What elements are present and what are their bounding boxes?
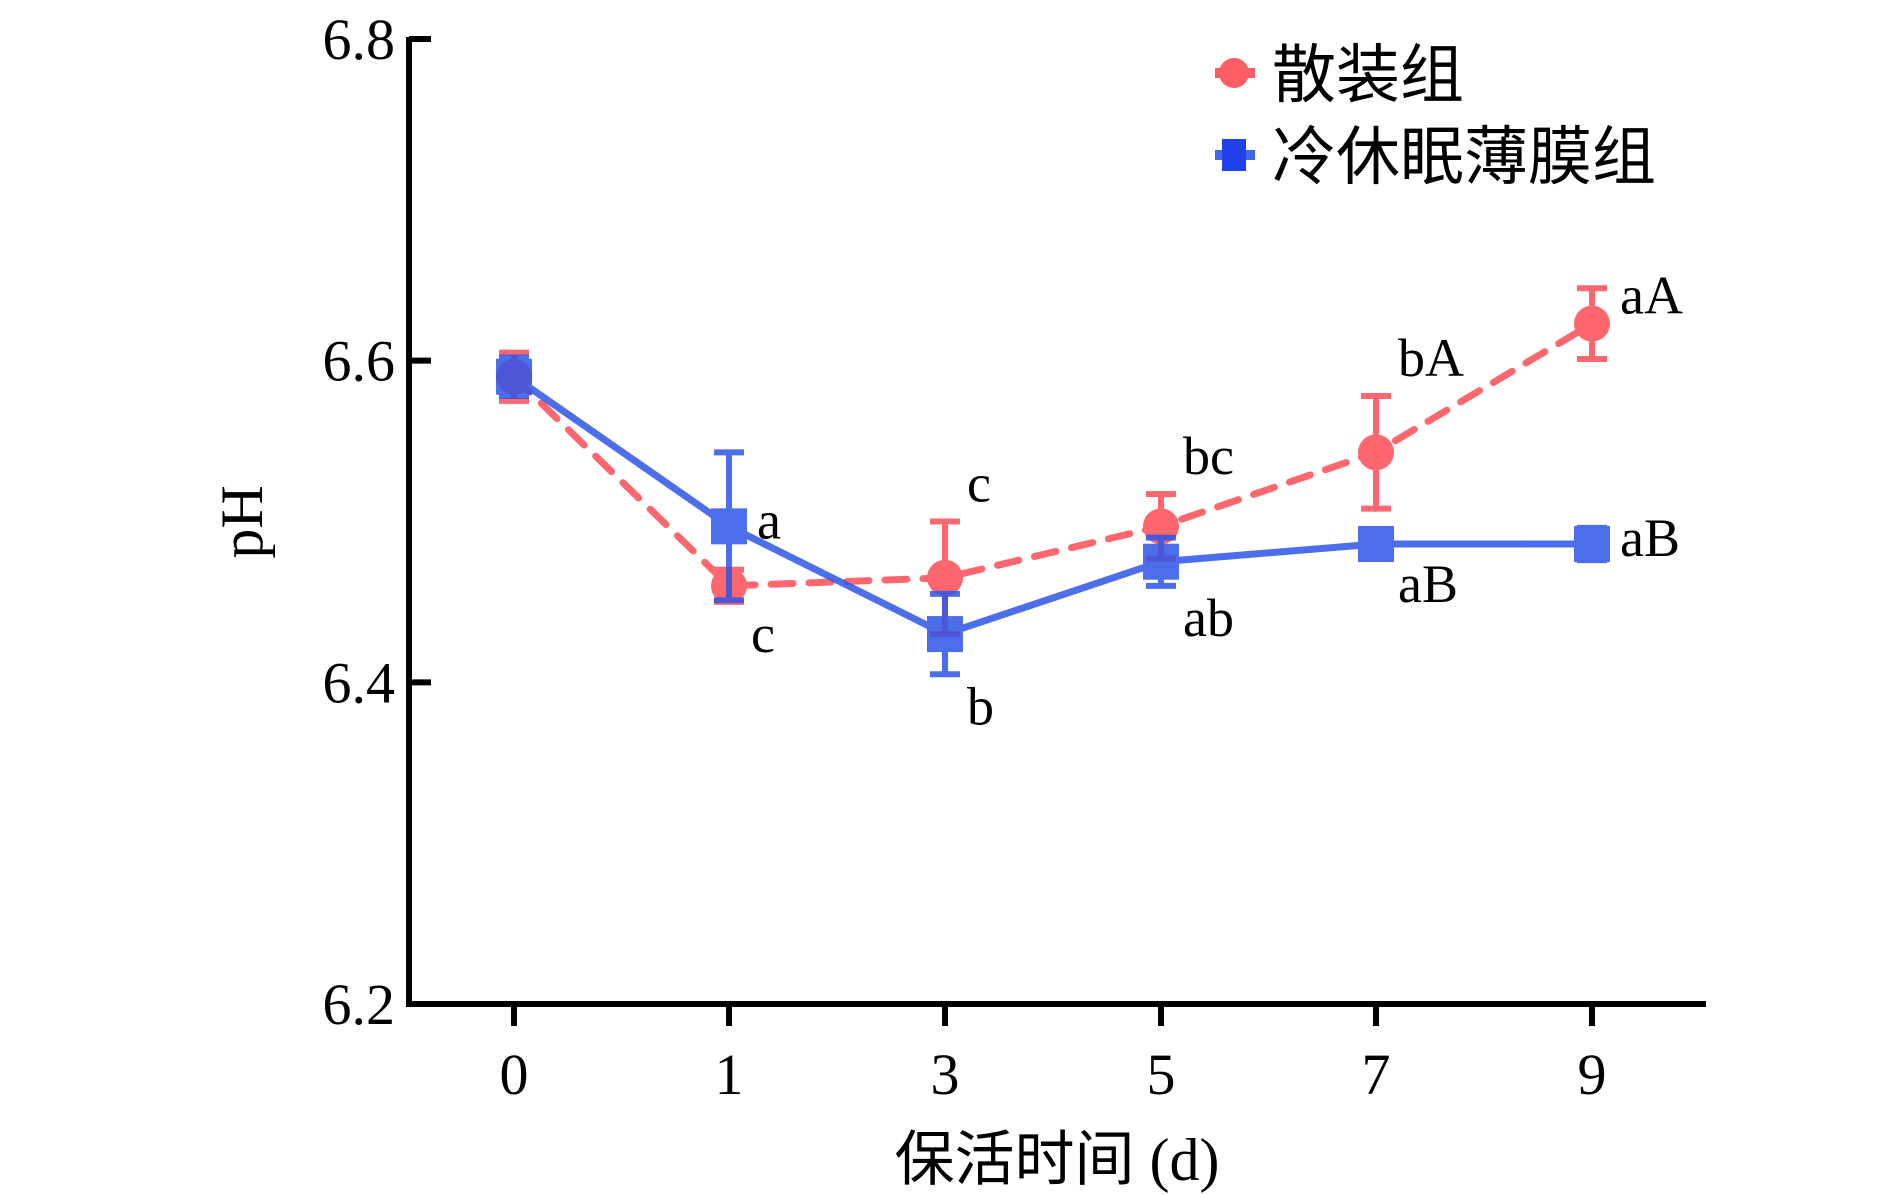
x-tick-label: 5 — [1147, 1042, 1176, 1107]
x-tick-label: 9 — [1578, 1042, 1607, 1107]
significance-label: ab — [1183, 588, 1234, 648]
series-line — [510, 373, 1596, 638]
legend-item-1 — [1215, 139, 1255, 171]
legend-label: 散装组 — [1272, 40, 1464, 111]
data-point — [496, 358, 532, 395]
significance-label: a — [757, 490, 781, 550]
significance-label: aB — [1620, 508, 1680, 568]
x-tick-label: 3 — [931, 1042, 960, 1107]
y-tick-label: 6.6 — [323, 329, 396, 394]
data-point — [711, 508, 747, 545]
data-point — [927, 616, 963, 653]
y-axis-label: pH — [209, 485, 275, 558]
significance-label: b — [967, 676, 994, 736]
significance-label: aA — [1620, 266, 1683, 326]
significance-label: bA — [1398, 328, 1464, 388]
data-point — [1574, 305, 1610, 342]
x-tick-label: 1 — [715, 1042, 744, 1107]
x-tick-label: 7 — [1362, 1042, 1391, 1107]
data-point — [1574, 526, 1610, 563]
y-tick-label: 6.4 — [323, 650, 396, 715]
legend-marker-square — [1222, 139, 1246, 171]
series-line — [510, 320, 1596, 590]
series-1 — [496, 354, 1610, 678]
y-tick-label: 6.8 — [323, 7, 396, 72]
y-tick-label: 6.2 — [323, 972, 396, 1037]
significance-label: bc — [1183, 426, 1234, 486]
data-point — [1358, 434, 1394, 471]
x-axis-label: 保活时间 (d) — [895, 1127, 1220, 1193]
legend-item-0 — [1215, 58, 1255, 88]
significance-label: c — [751, 604, 775, 664]
data-point — [1358, 526, 1394, 563]
significance-label: aB — [1398, 554, 1458, 614]
data-point — [1143, 543, 1179, 580]
legend-label: 冷休眠薄膜组 — [1272, 122, 1656, 193]
x-tick-label: 0 — [500, 1042, 529, 1107]
data-point — [927, 559, 963, 596]
significance-label: c — [967, 454, 991, 514]
legend-marker-circle — [1219, 58, 1249, 88]
